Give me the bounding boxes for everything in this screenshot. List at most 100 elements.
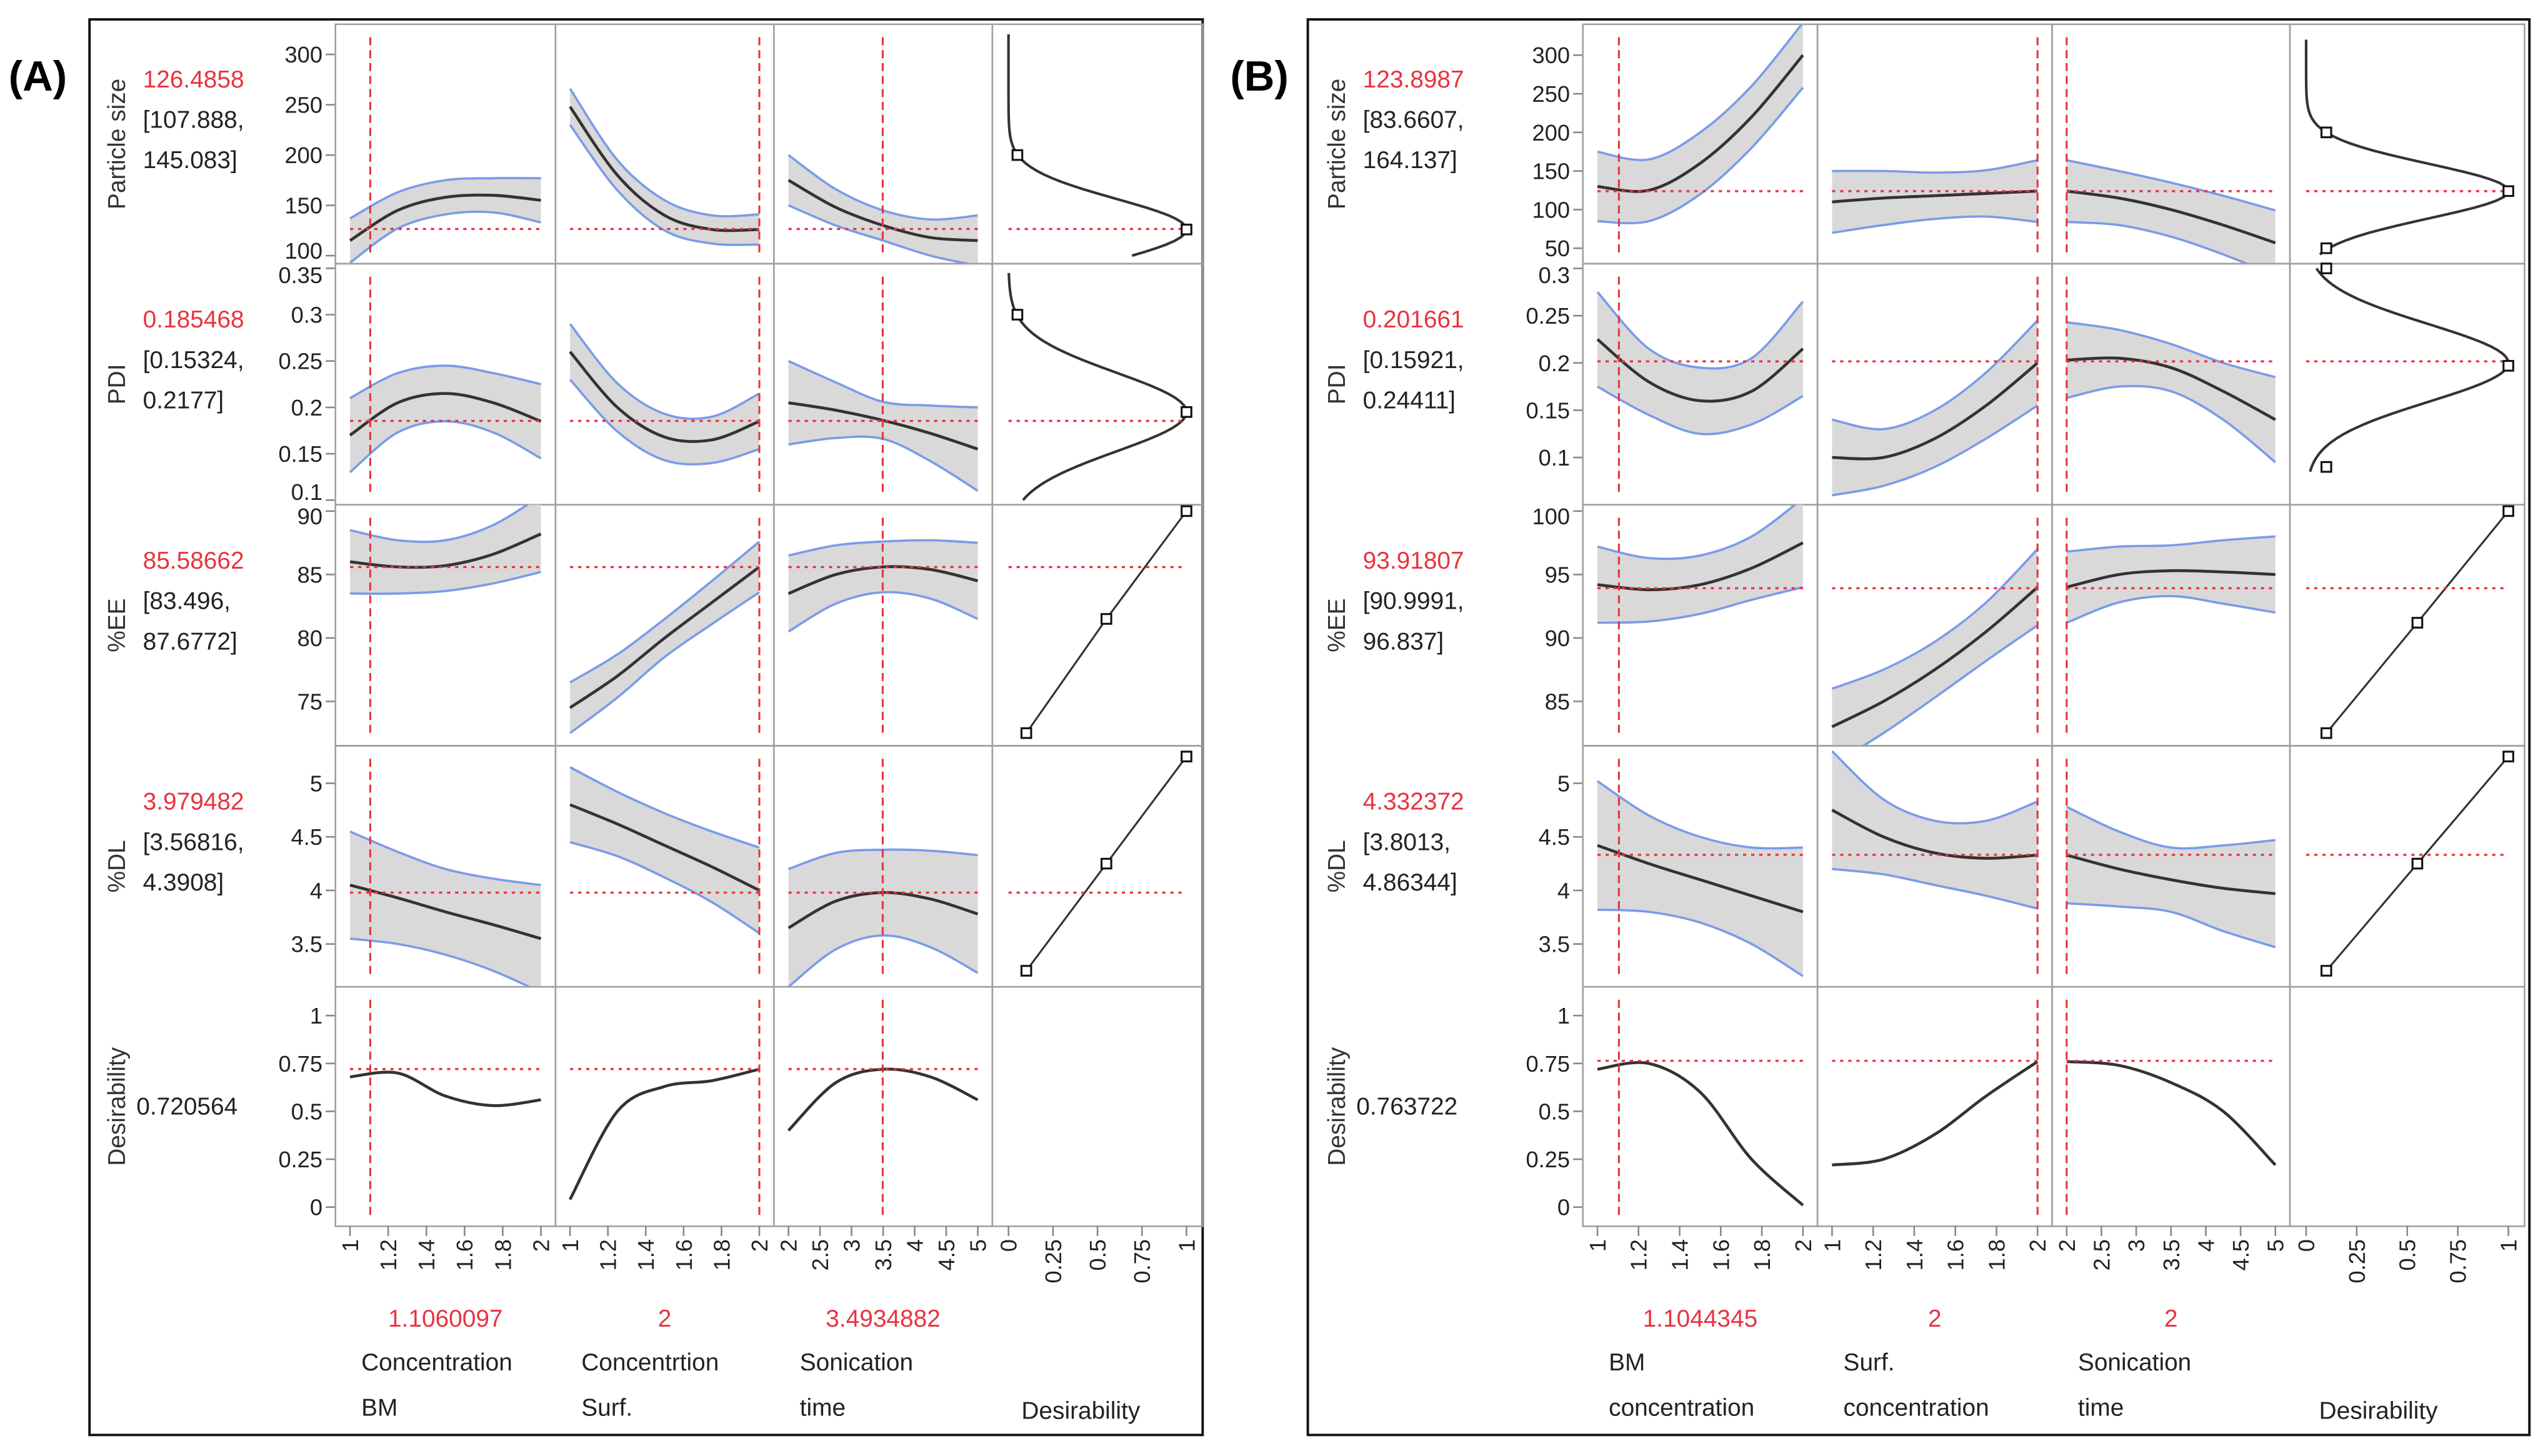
response-predicted-value: 0.185468 <box>143 306 244 333</box>
desirability-control-point-handle <box>2411 857 2424 870</box>
y-tick-label: 5 <box>1557 770 1570 796</box>
x-tick-label: 1.4 <box>1667 1239 1693 1270</box>
y-tick-label: 100 <box>1532 197 1570 222</box>
cell-content <box>569 759 761 979</box>
y-tick-label: 0.3 <box>291 302 322 328</box>
x-tick-label: 4.5 <box>2228 1239 2254 1270</box>
desirability-control-point-handle <box>2321 262 2332 274</box>
lower-confidence-line <box>350 571 541 595</box>
lower-confidence-line <box>2066 902 2276 949</box>
factor-current-value: 3.4934882 <box>826 1305 941 1332</box>
lower-confidence-line <box>787 591 979 633</box>
lower-confidence-line <box>1832 215 2038 234</box>
x-tick-label: 1 <box>1174 1239 1199 1252</box>
cell-content <box>1832 999 2039 1219</box>
cell-content <box>787 999 979 1219</box>
y-tick-label: 0.25 <box>1526 303 1571 329</box>
factor-name: Sonication <box>2078 1349 2191 1376</box>
desirability-control-point-handle <box>2321 461 2332 473</box>
prediction-curve <box>1831 809 2038 860</box>
confidence-band <box>570 324 759 465</box>
y-tick-label: 75 <box>297 689 322 714</box>
x-tick-label: 1.8 <box>490 1239 516 1270</box>
prediction-curve <box>349 193 541 242</box>
confidence-band <box>2066 807 2276 947</box>
confidence-band <box>1832 751 2038 909</box>
desirability-function-curve <box>2309 267 2510 472</box>
response-predicted-value: 4.332372 <box>1363 789 1464 815</box>
x-tick-label: 2 <box>1791 1239 1816 1252</box>
confidence-band <box>350 366 541 472</box>
y-tick-label: 100 <box>285 238 322 264</box>
factor-name: time <box>2078 1394 2124 1421</box>
cell-content <box>1832 276 2039 497</box>
x-tick-label: 1.2 <box>1626 1239 1652 1270</box>
prediction-curve <box>1832 362 2039 461</box>
prediction-curve <box>569 566 761 709</box>
x-tick-label: 2 <box>2025 1239 2051 1252</box>
desirability-control-point-handle <box>1100 857 1112 870</box>
profiler-cell <box>2289 745 2526 988</box>
confidence-band <box>1597 504 1803 623</box>
factor-name: Surf. <box>1844 1349 1895 1376</box>
cell-content <box>2066 759 2276 979</box>
x-tick-label: 1.2 <box>596 1239 621 1270</box>
y-tick-label: 0.1 <box>1539 445 1570 471</box>
upper-confidence-line <box>569 87 760 217</box>
confidence-band <box>1597 292 1803 434</box>
y-tick-label: 50 <box>1545 236 1570 261</box>
cell-content <box>1831 517 2039 746</box>
desirability-control-point-handle <box>1181 750 1192 762</box>
y-tick-label: 0.75 <box>278 1051 322 1077</box>
x-tick-label: 1 <box>557 1239 583 1252</box>
upper-confidence-line <box>1831 548 2039 690</box>
prediction-curve <box>349 532 542 569</box>
profiler-cell <box>554 985 775 1227</box>
x-tick-label: 5 <box>965 1239 991 1252</box>
panel-title: (A) <box>9 53 67 100</box>
y-tick-label: 0.15 <box>278 441 322 467</box>
prediction-curve <box>569 1067 760 1200</box>
factor-current-value: 1.1060097 <box>388 1305 503 1332</box>
profiler-cell <box>991 985 1204 1227</box>
x-tick-label: 1.8 <box>709 1239 734 1270</box>
y-tick-label: 0.5 <box>291 1099 322 1124</box>
upper-confidence-line <box>1832 159 2038 174</box>
response-confidence-interval: 4.86344] <box>1363 869 1457 896</box>
cell-content <box>349 276 542 497</box>
profiler-cell <box>991 262 1204 506</box>
prediction-curve <box>569 351 760 443</box>
x-tick-label: 3.5 <box>2159 1239 2184 1270</box>
y-tick-label: 200 <box>1532 120 1570 146</box>
lower-confidence-line <box>349 210 541 264</box>
x-tick-label: 2.5 <box>2089 1239 2114 1270</box>
profiler-cell <box>1816 985 2053 1227</box>
profiler-cell <box>2051 985 2291 1227</box>
confidence-band <box>350 831 541 987</box>
factor-current-value: 1.1044345 <box>1643 1305 1758 1332</box>
upper-confidence-line <box>1597 780 1803 850</box>
y-tick-label: 0.2 <box>291 395 322 421</box>
response-predicted-value: 0.201661 <box>1363 306 1464 333</box>
factor-name: concentration <box>1609 1394 1754 1421</box>
desirability-control-point-handle <box>1020 965 1032 977</box>
lower-confidence-line <box>2066 385 2276 464</box>
cell-content <box>1597 504 1804 738</box>
cell-content <box>349 759 542 987</box>
response-confidence-interval: 0.24411] <box>1363 387 1456 414</box>
profiler-cell <box>991 504 1204 747</box>
x-tick-label: 0 <box>996 1239 1022 1252</box>
prediction-curve <box>1832 1060 2039 1167</box>
cell-content <box>569 37 761 256</box>
y-tick-label: 95 <box>1545 562 1570 587</box>
y-tick-label: 200 <box>285 142 322 168</box>
y-tick-label: 300 <box>285 42 322 67</box>
response-name: %DL <box>1324 840 1351 892</box>
prediction-curve <box>2066 854 2276 895</box>
y-tick-label: 250 <box>285 92 322 118</box>
upper-confidence-line <box>1597 504 1797 561</box>
cell-content <box>2066 37 2276 264</box>
x-tick-label: 1 <box>2496 1239 2522 1252</box>
prediction-curve <box>1596 338 1804 403</box>
upper-confidence-line <box>1831 750 2038 825</box>
